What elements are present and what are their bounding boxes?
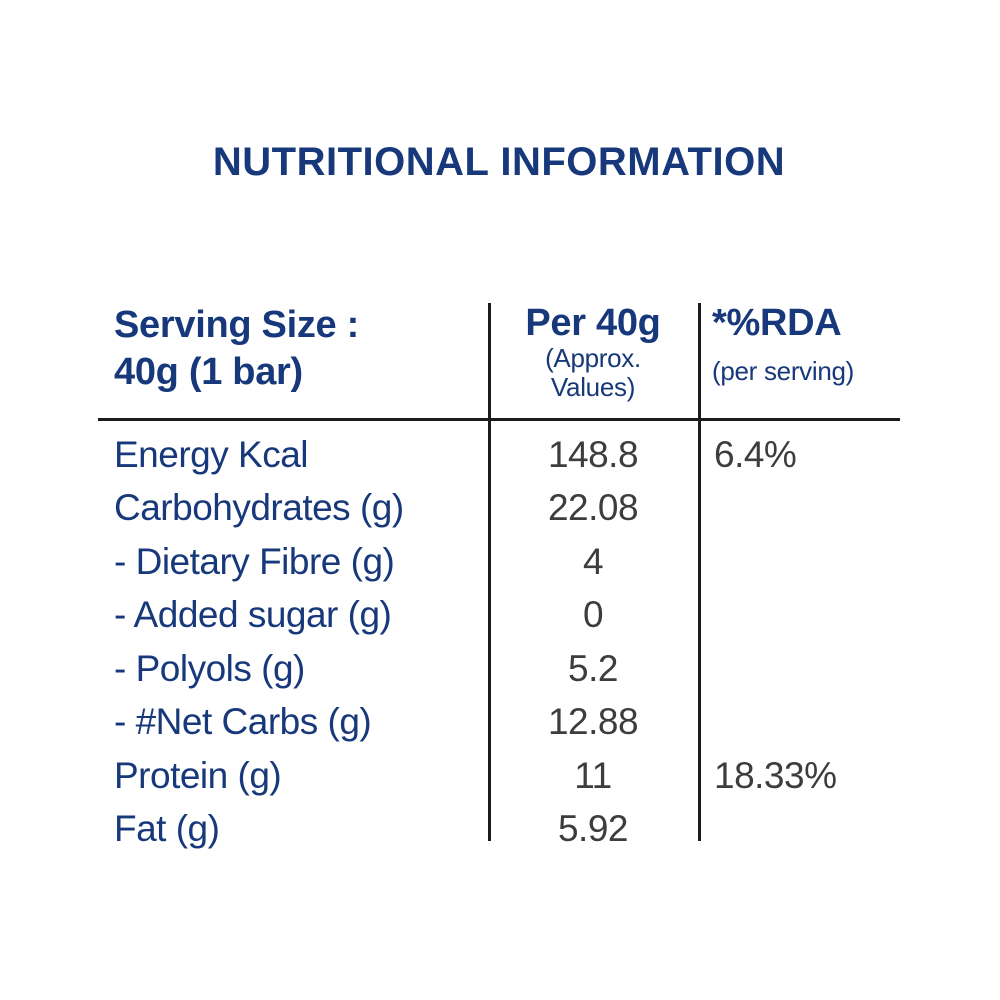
nutrition-table: Serving Size : 40g (1 bar) Per 40g (Appr… (98, 300, 900, 860)
row-rda: 18.33% (714, 754, 837, 796)
row-value: 12.88 (547, 701, 639, 743)
table-row: - Polyols (g) 5.2 (98, 642, 900, 696)
table-body: Energy Kcal 148.8 6.4% Carbohydrates (g)… (98, 428, 900, 856)
row-label: - #Net Carbs (g) (114, 701, 372, 743)
rda-note: (per serving) (712, 356, 855, 386)
serving-size-line1: Serving Size : (114, 304, 359, 346)
row-value: 5.92 (557, 808, 629, 850)
row-label: - Added sugar (g) (114, 594, 392, 636)
per-40g-label: Per 40g (525, 302, 661, 344)
header-serving-size: Serving Size : 40g (1 bar) (98, 302, 488, 396)
table-row: - Added sugar (g) 0 (98, 589, 900, 643)
row-value: 5.2 (568, 647, 618, 689)
header-rda: *%RDA (per serving) (698, 302, 900, 386)
serving-size-line2: 40g (1 bar) (114, 351, 303, 393)
row-value: 4 (582, 540, 604, 582)
row-label: Carbohydrates (g) (114, 487, 404, 529)
table-row: - Dietary Fibre (g) 4 (98, 535, 900, 589)
column-divider-1 (488, 303, 491, 841)
row-label: - Dietary Fibre (g) (114, 540, 395, 582)
row-value: 0 (582, 594, 604, 636)
row-label: - Polyols (g) (114, 647, 305, 689)
row-value: 148.8 (547, 433, 639, 475)
table-row: Fat (g) 5.92 (98, 803, 900, 857)
row-label: Protein (g) (114, 754, 282, 796)
table-row: Protein (g) 11 18.33% (98, 749, 900, 803)
per-40g-note-line2: Values) (550, 372, 636, 402)
header-divider-line (98, 418, 900, 421)
row-rda: 6.4% (714, 433, 797, 475)
page-title: NUTRITIONAL INFORMATION (212, 140, 786, 184)
header-per-40g: Per 40g (Approx. Values) (488, 302, 698, 402)
column-divider-2 (698, 303, 701, 841)
row-value: 11 (574, 754, 612, 796)
table-row: - #Net Carbs (g) 12.88 (98, 696, 900, 750)
table-row: Carbohydrates (g) 22.08 (98, 482, 900, 536)
row-label: Energy Kcal (114, 433, 309, 475)
row-value: 22.08 (547, 487, 639, 529)
per-40g-note-line1: (Approx. (545, 343, 641, 373)
row-label: Fat (g) (114, 808, 220, 850)
rda-label: *%RDA (712, 302, 842, 344)
table-row: Energy Kcal 148.8 6.4% (98, 428, 900, 482)
